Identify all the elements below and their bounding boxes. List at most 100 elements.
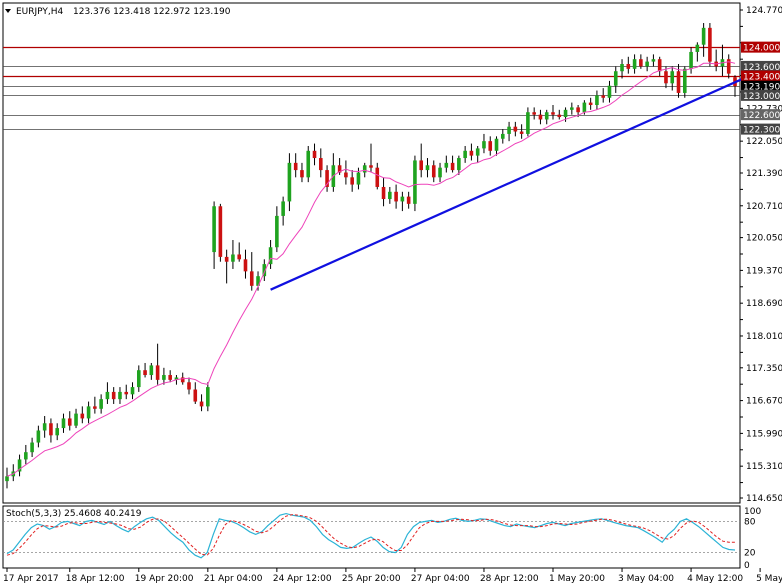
- candle-body: [708, 27, 712, 62]
- candle: [49, 418, 53, 443]
- candle: [5, 467, 9, 489]
- candle: [701, 23, 706, 57]
- level-label-text: 122.300: [743, 126, 780, 136]
- candle-body: [224, 256, 229, 262]
- candle: [626, 56, 631, 74]
- candle: [24, 444, 28, 465]
- candle: [74, 408, 78, 429]
- candle: [168, 370, 172, 383]
- candle-body: [701, 27, 706, 45]
- candle: [318, 148, 323, 178]
- candle: [588, 97, 593, 110]
- candle-body: [463, 150, 467, 159]
- candle: [30, 437, 34, 458]
- level-label-text: 123.190: [743, 83, 780, 93]
- candle-body: [124, 391, 129, 395]
- candle-body: [174, 377, 179, 380]
- level-label: 123.000: [741, 89, 780, 102]
- level-label-bg: [741, 60, 780, 72]
- candle-body: [362, 165, 367, 173]
- candle: [682, 66, 687, 98]
- candle: [670, 66, 675, 91]
- candle-body: [507, 126, 511, 134]
- candle-body: [256, 276, 260, 286]
- candle-body: [381, 186, 386, 200]
- candle: [419, 143, 424, 178]
- candle-body: [588, 102, 593, 105]
- candle-body: [80, 413, 85, 419]
- x-tick-label: 4 May 12:00: [687, 574, 743, 584]
- x-tick-label: 5 May 20:00: [756, 574, 782, 584]
- candle: [444, 155, 449, 173]
- candle: [538, 109, 543, 125]
- candle: [337, 158, 342, 175]
- level-label-bg: [741, 70, 780, 82]
- stochastic-axis-label: 100: [744, 507, 761, 517]
- candle: [149, 362, 154, 380]
- stochastic-axis-label: 20: [744, 549, 756, 559]
- level-label: 123.190: [741, 80, 780, 93]
- level-label-bg: [741, 41, 780, 53]
- candle: [325, 165, 329, 192]
- candle: [281, 196, 285, 226]
- candle: [632, 54, 637, 74]
- x-tick-label: 27 Apr 04:00: [411, 574, 470, 584]
- candle-body: [394, 191, 398, 202]
- candle: [344, 160, 348, 185]
- moving-average-line: [6, 61, 736, 477]
- candle: [388, 186, 392, 204]
- y-tick-label: 114.650: [746, 494, 782, 504]
- candle: [118, 387, 122, 404]
- candle-body: [670, 71, 675, 84]
- candle-body: [450, 162, 455, 171]
- candle-body: [400, 196, 405, 202]
- level-label-text: 122.600: [743, 111, 780, 121]
- candle-body: [419, 160, 424, 171]
- candle-body: [105, 391, 110, 400]
- candle-body: [657, 59, 662, 72]
- candle: [639, 54, 643, 69]
- candle-body: [300, 170, 304, 178]
- candle: [293, 153, 298, 178]
- candle: [268, 240, 273, 269]
- candle-body: [425, 165, 430, 171]
- candle-body: [325, 170, 329, 187]
- candle: [500, 129, 505, 144]
- candle: [406, 191, 411, 209]
- candle: [570, 102, 574, 115]
- chart-header: EURJPY,H4 123.376 123.418 122.972 123.19…: [5, 7, 231, 17]
- candle-body: [143, 370, 147, 376]
- candle-body: [168, 375, 172, 380]
- candle-body: [613, 71, 618, 86]
- candle-body: [193, 389, 198, 402]
- candle-body: [136, 370, 141, 388]
- stochastic-signal-line: [6, 514, 735, 556]
- level-label: 123.400: [741, 70, 780, 83]
- candle-body: [626, 64, 631, 69]
- candle: [394, 184, 398, 209]
- candle: [488, 136, 493, 156]
- candle: [463, 145, 467, 163]
- candle: [124, 384, 129, 400]
- candle-body: [5, 476, 9, 482]
- candle-body: [155, 365, 160, 380]
- x-tick-label: 1 May 20:00: [549, 574, 605, 584]
- x-tick-label: 24 Apr 12:00: [273, 574, 332, 584]
- candle-body: [475, 148, 480, 156]
- candle-body: [375, 167, 380, 187]
- candle: [469, 143, 474, 161]
- candle: [143, 362, 147, 378]
- candle-body: [582, 102, 587, 113]
- stochastic-axis-label: 80: [744, 517, 756, 527]
- x-tick-label: 21 Apr 04:00: [204, 574, 263, 584]
- candle: [99, 394, 103, 414]
- candle-body: [67, 418, 72, 426]
- candle: [664, 66, 668, 89]
- candle-body: [86, 406, 91, 419]
- candle: [218, 203, 223, 262]
- candle: [425, 158, 430, 178]
- candle-body: [607, 85, 612, 98]
- candle: [199, 394, 204, 412]
- candle-body: [344, 172, 348, 178]
- x-tick-label: 3 May 04:00: [618, 574, 674, 584]
